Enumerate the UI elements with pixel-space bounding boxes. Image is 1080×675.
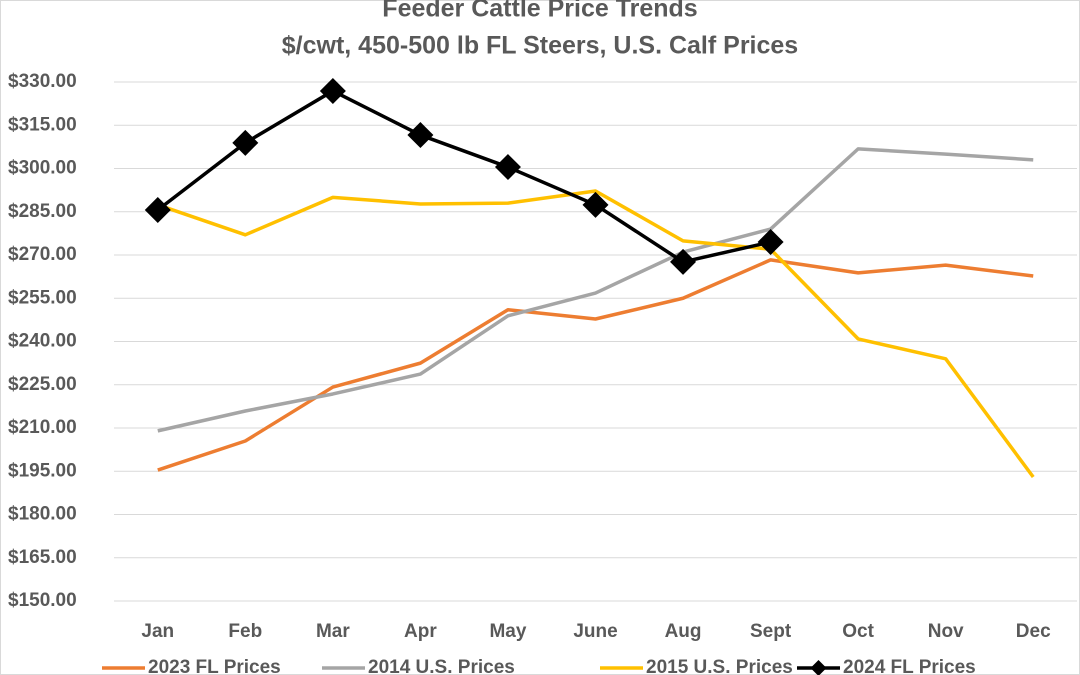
x-tick-label: Sept: [750, 621, 792, 642]
data-marker: [757, 229, 784, 256]
data-marker: [494, 154, 521, 181]
series-line: [157, 147, 1034, 433]
y-tick-label: $195.00: [8, 460, 77, 481]
y-tick-label: $225.00: [8, 374, 77, 395]
y-tick-label: $300.00: [8, 158, 77, 179]
x-tick-label: Mar: [316, 621, 350, 642]
x-tick-label: June: [573, 621, 617, 642]
data-marker: [232, 129, 259, 156]
series-line: [157, 258, 1034, 472]
legend-label: 2023 FL Prices: [148, 657, 281, 675]
y-tick-label: $165.00: [8, 547, 77, 568]
x-tick-label: Oct: [842, 621, 874, 642]
y-tick-label: $240.00: [8, 331, 77, 352]
y-tick-label: $270.00: [8, 244, 77, 265]
x-tick-label: Dec: [1016, 621, 1051, 642]
legend-label: 2014 U.S. Prices: [368, 657, 515, 675]
y-tick-label: $210.00: [8, 417, 77, 438]
data-marker: [407, 122, 434, 149]
chart-title: Feeder Cattle Price Trends: [382, 0, 697, 23]
legend-label: 2015 U.S. Prices: [646, 657, 793, 675]
data-marker: [670, 248, 697, 275]
data-marker: [319, 77, 346, 104]
x-tick-label: May: [489, 621, 526, 642]
y-tick-label: $150.00: [8, 590, 77, 611]
y-tick-label: $255.00: [8, 287, 77, 308]
x-tick-label: Nov: [928, 621, 964, 642]
legend-marker: [810, 660, 827, 675]
x-tick-label: Aug: [665, 621, 702, 642]
series-line: [157, 189, 1035, 479]
data-marker: [582, 191, 609, 218]
y-tick-label: $330.00: [8, 71, 77, 92]
legend-label: 2024 FL Prices: [843, 657, 976, 675]
series-line: [156, 89, 771, 264]
x-tick-label: Jan: [141, 621, 174, 642]
chart-subtitle: $/cwt, 450-500 lb FL Steers, U.S. Calf P…: [282, 32, 798, 60]
y-tick-label: $285.00: [8, 201, 77, 222]
y-tick-label: $180.00: [8, 504, 77, 525]
data-marker: [144, 197, 171, 224]
x-tick-label: Feb: [228, 621, 262, 642]
x-tick-label: Apr: [404, 621, 437, 642]
y-tick-label: $315.00: [8, 114, 77, 135]
